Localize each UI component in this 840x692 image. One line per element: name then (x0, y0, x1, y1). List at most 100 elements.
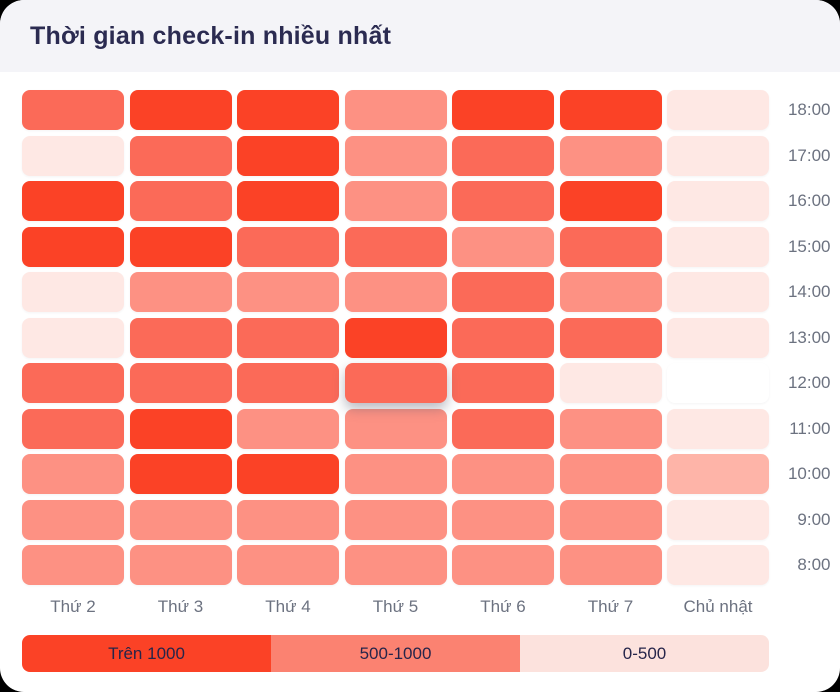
heatmap-row: 10:00 (22, 454, 840, 494)
heatmap-cell[interactable] (237, 226, 339, 267)
heatmap-cell[interactable] (237, 181, 339, 221)
heatmap-cell[interactable] (452, 135, 554, 176)
heatmap-rows: 18:00 17:00 16:00 15:00 14:00 13:00 12:00 11:00… (22, 90, 840, 585)
heatmap-cell[interactable] (344, 545, 447, 585)
heatmap-cell[interactable] (667, 545, 769, 585)
heatmap-cell[interactable] (452, 363, 554, 403)
heatmap-cell[interactable] (559, 181, 662, 221)
heatmap-cell[interactable] (452, 545, 554, 585)
heatmap-cell[interactable] (344, 408, 447, 449)
heatmap-row: 14:00 (22, 272, 840, 312)
heatmap-cell[interactable] (22, 272, 124, 312)
heatmap-cell[interactable] (129, 226, 232, 267)
heatmap-cell[interactable] (237, 90, 339, 130)
heatmap-cell[interactable] (22, 226, 124, 267)
time-label: 9:00 (797, 509, 831, 529)
heatmap-cell[interactable] (344, 226, 447, 267)
heatmap-cell[interactable] (22, 181, 124, 221)
heatmap-cell[interactable] (667, 272, 769, 312)
heatmap-cell[interactable] (22, 317, 124, 358)
heatmap-cell[interactable] (559, 272, 662, 312)
heatmap-cell[interactable] (559, 90, 662, 130)
heatmap-cell[interactable] (452, 226, 554, 267)
heatmap-cell[interactable] (129, 90, 232, 130)
legend-segment[interactable]: Trên 1000 (22, 635, 271, 672)
heatmap-cell[interactable] (344, 272, 447, 312)
heatmap-cell[interactable] (129, 545, 232, 585)
heatmap-cell[interactable] (129, 408, 232, 449)
time-label: 18:00 (787, 100, 831, 119)
heatmap-cell[interactable] (452, 317, 554, 358)
heatmap-row: 15:00 (22, 226, 840, 267)
time-label: 16:00 (787, 191, 831, 210)
heatmap-cell[interactable] (559, 135, 662, 176)
heatmap-cell[interactable] (344, 90, 447, 130)
heatmap-cell[interactable] (667, 181, 769, 221)
heatmap-cell[interactable] (237, 499, 339, 540)
heatmap-cell[interactable] (129, 272, 232, 312)
heatmap-cell[interactable] (452, 454, 554, 494)
legend-segment[interactable]: 0-500 (520, 635, 769, 672)
heatmap-cell[interactable] (237, 454, 339, 494)
heatmap-cell[interactable] (667, 135, 769, 176)
heatmap-chart: 18:00 17:00 16:00 15:00 14:00 13:00 12:00 11:00… (0, 72, 840, 672)
heatmap-cell[interactable] (559, 499, 662, 540)
heatmap-row: 8:00 (22, 545, 840, 585)
heatmap-cell[interactable] (129, 454, 232, 494)
heatmap-cell[interactable] (237, 272, 339, 312)
heatmap-cell[interactable] (452, 499, 554, 540)
heatmap-cell[interactable] (667, 90, 769, 130)
heatmap-cell[interactable] (129, 135, 232, 176)
heatmap-cell[interactable] (667, 363, 769, 403)
heatmap-cell[interactable] (237, 545, 339, 585)
heatmap-cell[interactable] (237, 363, 339, 403)
legend: Trên 1000 500-1000 0-500 (22, 635, 769, 672)
heatmap-cell[interactable] (237, 408, 339, 449)
heatmap-cell[interactable] (559, 545, 662, 585)
heatmap-cell[interactable] (344, 135, 447, 176)
heatmap-cell[interactable] (667, 226, 769, 267)
heatmap-cell[interactable] (129, 363, 232, 403)
heatmap-cell[interactable] (344, 499, 447, 540)
time-label: 17:00 (787, 145, 831, 165)
heatmap-cell[interactable] (129, 181, 232, 221)
day-label: Thứ 7 (587, 597, 634, 616)
heatmap-row: 11:00 (22, 408, 840, 449)
heatmap-cell[interactable] (22, 545, 124, 585)
heatmap-cell[interactable] (667, 499, 769, 540)
heatmap-cell[interactable] (237, 317, 339, 358)
heatmap-cell[interactable] (452, 181, 554, 221)
heatmap-cell[interactable] (22, 363, 124, 403)
time-label: 10:00 (787, 464, 831, 483)
heatmap-row: 12:00 (22, 363, 840, 403)
heatmap-cell[interactable] (452, 90, 554, 130)
heatmap-cell[interactable] (22, 499, 124, 540)
heatmap-cell[interactable] (129, 499, 232, 540)
heatmap-cell[interactable] (667, 454, 769, 494)
heatmap-cell[interactable] (344, 363, 447, 403)
heatmap-cell[interactable] (559, 226, 662, 267)
heatmap-cell[interactable] (667, 317, 769, 358)
day-label: Thứ 2 (50, 597, 96, 616)
heatmap-cell[interactable] (452, 272, 554, 312)
heatmap-cell[interactable] (22, 90, 124, 130)
legend-segment[interactable]: 500-1000 (271, 635, 520, 672)
heatmap-cell[interactable] (237, 135, 339, 176)
heatmap-cell[interactable] (559, 408, 662, 449)
heatmap-row: 13:00 (22, 317, 840, 358)
heatmap-cell[interactable] (559, 317, 662, 358)
card-header: Thời gian check-in nhiều nhất (0, 0, 840, 72)
heatmap-cell[interactable] (344, 317, 447, 358)
heatmap-cell[interactable] (22, 408, 124, 449)
heatmap-cell[interactable] (22, 454, 124, 494)
heatmap-cell[interactable] (559, 363, 662, 403)
heatmap-cell[interactable] (452, 408, 554, 449)
time-label: 11:00 (789, 418, 831, 438)
heatmap-cell[interactable] (344, 181, 447, 221)
time-label: 8:00 (797, 555, 831, 574)
heatmap-cell[interactable] (559, 454, 662, 494)
heatmap-cell[interactable] (22, 135, 124, 176)
heatmap-cell[interactable] (344, 454, 447, 494)
heatmap-cell[interactable] (129, 317, 232, 358)
heatmap-cell[interactable] (667, 408, 769, 449)
